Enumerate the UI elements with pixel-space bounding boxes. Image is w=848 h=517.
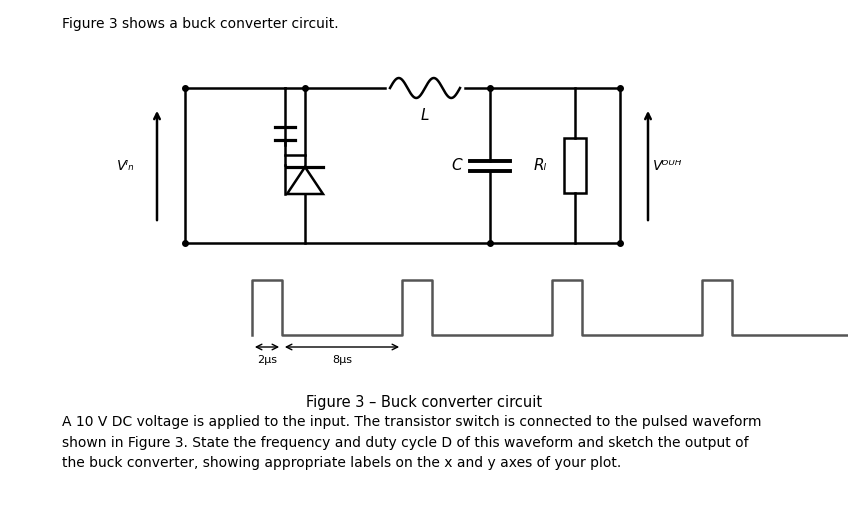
Text: C: C [451, 158, 462, 173]
Text: Vᴼᵁᴴ: Vᴼᵁᴴ [653, 159, 683, 173]
Text: Figure 3 – Buck converter circuit: Figure 3 – Buck converter circuit [306, 395, 542, 410]
Text: 8μs: 8μs [332, 355, 352, 365]
Bar [564, 138, 586, 193]
Text: 2μs: 2μs [257, 355, 277, 365]
Text: Rₗ: Rₗ [534, 158, 547, 173]
Text: Figure 3 shows a buck converter circuit.: Figure 3 shows a buck converter circuit. [62, 17, 338, 31]
Text: L: L [421, 108, 429, 123]
Text: Vᴵₙ: Vᴵₙ [117, 159, 135, 173]
Text: A 10 V DC voltage is applied to the input. The transistor switch is connected to: A 10 V DC voltage is applied to the inpu… [62, 415, 762, 470]
